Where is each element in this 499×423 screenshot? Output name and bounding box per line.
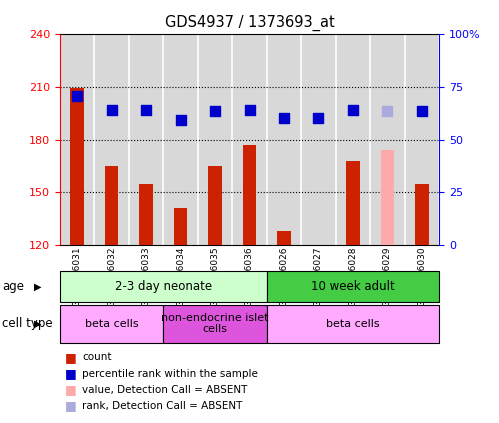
Text: age: age (2, 280, 24, 293)
Text: rank, Detection Call = ABSENT: rank, Detection Call = ABSENT (82, 401, 243, 411)
Bar (267, 305, 439, 343)
Bar (381, 150, 394, 245)
Text: beta cells: beta cells (326, 319, 380, 329)
Bar (267, 271, 439, 302)
Point (280, 115, 288, 122)
Text: ■: ■ (65, 383, 77, 396)
Point (177, 117, 185, 124)
Bar (60, 305, 163, 343)
Bar (405, 34, 439, 245)
Point (211, 108, 219, 115)
Bar (232, 34, 267, 245)
Text: ▶: ▶ (34, 282, 41, 291)
Text: value, Detection Call = ABSENT: value, Detection Call = ABSENT (82, 385, 248, 395)
Text: ■: ■ (65, 351, 77, 364)
Bar (94, 34, 129, 245)
Text: beta cells: beta cells (85, 319, 138, 329)
Bar (70, 88, 84, 245)
Bar (163, 305, 267, 343)
Bar (415, 184, 429, 245)
Bar (163, 34, 198, 245)
Point (418, 108, 426, 115)
Point (383, 108, 391, 115)
Text: 2-3 day neonate: 2-3 day neonate (115, 280, 212, 293)
Text: non-endocrine islet
cells: non-endocrine islet cells (161, 313, 269, 335)
Point (142, 106, 150, 113)
Text: ■: ■ (65, 399, 77, 412)
Bar (60, 34, 94, 245)
Bar (370, 34, 405, 245)
Point (73, 92, 81, 99)
Bar (129, 34, 163, 245)
Point (108, 106, 116, 113)
Text: GDS4937 / 1373693_at: GDS4937 / 1373693_at (165, 15, 334, 31)
Bar (139, 184, 153, 245)
Bar (243, 145, 256, 245)
Text: ▶: ▶ (34, 319, 41, 329)
Point (349, 106, 357, 113)
Point (314, 115, 322, 122)
Bar (60, 271, 267, 302)
Text: cell type: cell type (2, 317, 53, 330)
Text: count: count (82, 352, 112, 363)
Bar (198, 34, 232, 245)
Bar (267, 34, 301, 245)
Text: percentile rank within the sample: percentile rank within the sample (82, 368, 258, 379)
Bar (208, 166, 222, 245)
Bar (301, 34, 336, 245)
Text: ■: ■ (65, 367, 77, 380)
Point (246, 106, 253, 113)
Bar (174, 209, 188, 245)
Bar (336, 34, 370, 245)
Bar (346, 161, 360, 245)
Bar (105, 166, 118, 245)
Bar (277, 231, 291, 245)
Text: 10 week adult: 10 week adult (311, 280, 395, 293)
